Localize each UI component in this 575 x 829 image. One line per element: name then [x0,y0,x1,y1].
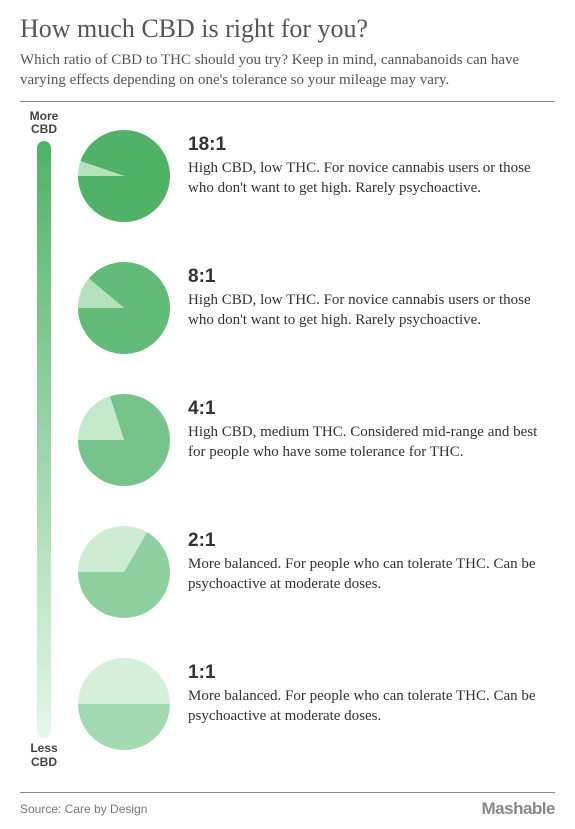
footer: Source: Care by Design Mashable [20,792,555,819]
ratio-entry: 8:1High CBD, low THC. For novice cannabi… [78,262,555,354]
entry-text: 1:1More balanced. For people who can tol… [188,658,555,727]
ratio-description: More balanced. For people who can tolera… [188,554,555,595]
entry-text: 8:1High CBD, low THC. For novice cannabi… [188,262,555,331]
entries-list: 18:1High CBD, low THC. For novice cannab… [68,110,555,770]
pie-chart [78,130,170,222]
source-text: Source: Care by Design [20,802,147,816]
ratio-label: 2:1 [188,530,555,552]
divider-top [20,101,555,102]
pie-chart [78,262,170,354]
rail-gradient-bar [37,141,51,738]
subtitle: Which ratio of CBD to THC should you try… [20,50,555,91]
ratio-description: High CBD, medium THC. Considered mid-ran… [188,422,555,463]
ratio-description: High CBD, low THC. For novice cannabis u… [188,158,555,199]
entry-text: 18:1High CBD, low THC. For novice cannab… [188,130,555,199]
ratio-entry: 18:1High CBD, low THC. For novice cannab… [78,130,555,222]
ratio-label: 4:1 [188,398,555,420]
rail-label-top-line2: CBD [31,122,57,136]
entry-text: 4:1High CBD, medium THC. Considered mid-… [188,394,555,463]
gradient-rail: More CBD Less CBD [20,110,68,770]
ratio-label: 1:1 [188,662,555,684]
ratio-label: 8:1 [188,266,555,288]
rail-label-bottom: Less CBD [30,742,57,770]
entry-text: 2:1More balanced. For people who can tol… [188,526,555,595]
infographic-container: How much CBD is right for you? Which rat… [0,0,575,829]
ratio-description: More balanced. For people who can tolera… [188,686,555,727]
ratio-description: High CBD, low THC. For novice cannabis u… [188,290,555,331]
ratio-entry: 2:1More balanced. For people who can tol… [78,526,555,618]
pie-chart [78,658,170,750]
content-row: More CBD Less CBD 18:1High CBD, low THC.… [20,110,555,770]
rail-label-top-line1: More [30,109,59,123]
page-title: How much CBD is right for you? [20,14,555,44]
ratio-entry: 1:1More balanced. For people who can tol… [78,658,555,750]
rail-label-bottom-line1: Less [30,741,57,755]
brand-logo: Mashable [482,799,555,819]
rail-label-top: More CBD [30,110,59,138]
rail-label-bottom-line2: CBD [31,755,57,769]
ratio-label: 18:1 [188,134,555,156]
pie-chart [78,394,170,486]
pie-chart [78,526,170,618]
ratio-entry: 4:1High CBD, medium THC. Considered mid-… [78,394,555,486]
